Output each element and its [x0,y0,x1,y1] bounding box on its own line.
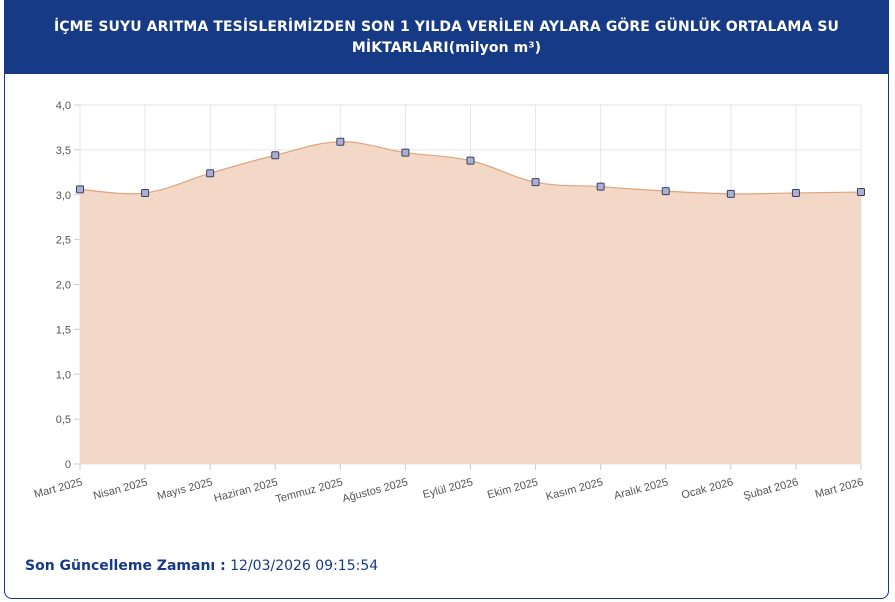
x-tick-label: Mart 2025 [33,476,84,500]
x-tick-label: Ağustos 2025 [341,476,409,505]
x-tick-label: Ocak 2026 [680,476,734,501]
x-tick-label: Mart 2026 [814,476,865,500]
data-point [726,189,735,198]
data-point [141,188,150,197]
data-point [76,185,84,194]
data-point [401,148,410,157]
y-tick-label: 4,0 [56,100,71,112]
x-tick-label: Ekim 2025 [486,476,539,501]
x-tick-label: Kasım 2025 [545,476,605,503]
y-tick-label: 3,0 [56,190,71,202]
chart-header: İÇME SUYU ARITMA TESİSLERİMİZDEN SON 1 Y… [5,1,888,74]
y-tick-label: 1,0 [56,369,71,381]
data-point [791,188,800,197]
y-tick-label: 1,5 [56,324,71,336]
x-tick-label: Haziran 2025 [213,476,279,505]
data-point [206,169,215,178]
series-area [80,141,861,464]
y-tick-label: 0 [65,459,71,471]
last-updated-label: Son Güncelleme Zamanı : [25,558,226,574]
x-tick-label: Nisan 2025 [92,476,149,502]
y-tick-label: 2,0 [56,280,71,292]
x-tick-label: Eylül 2025 [422,476,475,501]
data-point [596,182,605,191]
chart-title: İÇME SUYU ARITMA TESİSLERİMİZDEN SON 1 Y… [53,18,840,56]
data-point [336,137,345,146]
y-tick-label: 0,5 [56,414,71,426]
y-tick-label: 2,5 [56,235,71,247]
x-tick-label: Şubat 2026 [742,476,799,502]
data-point [531,178,540,187]
area-chart: 0 0,5 1,0 1,5 2,0 2,5 3,0 3,5 4,0 Mart 2025 Nisan … [33,100,865,506]
x-tick-label: Mayıs 2025 [156,476,214,502]
data-point [857,188,865,197]
data-point [661,187,670,196]
chart-card: İÇME SUYU ARITMA TESİSLERİMİZDEN SON 1 Y… [4,0,889,599]
data-point [271,151,280,160]
y-tick-label: 3,5 [56,145,71,157]
last-updated: Son Güncelleme Zamanı : 12/03/2026 09:15… [25,558,378,574]
x-tick-label: Aralık 2025 [613,476,670,502]
last-updated-value: 12/03/2026 09:15:54 [225,558,379,574]
data-point [466,156,475,165]
x-tick-label: Temmuz 2025 [274,476,344,505]
